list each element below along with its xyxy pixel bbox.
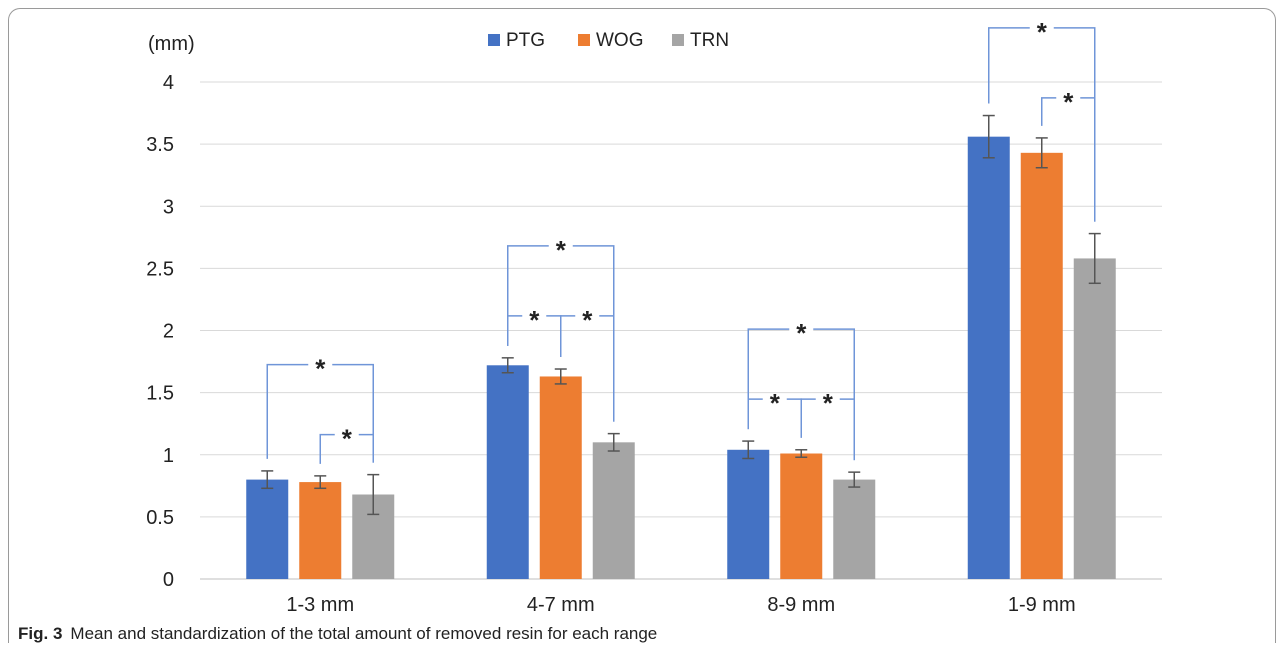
legend-label: TRN [690, 30, 729, 51]
y-tick-label: 4 [163, 72, 174, 94]
x-tick-label: 4-7 mm [527, 594, 595, 616]
bar [727, 449, 770, 579]
significance-marker: * [315, 354, 326, 384]
bracket-gap [1056, 94, 1081, 101]
figure-caption: Fig. 3 Mean and standardization of the to… [18, 624, 657, 644]
y-unit-label: (mm) [148, 33, 195, 55]
bracket-gap [815, 396, 840, 403]
x-tick-label: 8-9 mm [767, 594, 835, 616]
y-tick-label: 1.5 [146, 383, 174, 405]
bar [780, 453, 823, 579]
y-tick-label: 3 [163, 196, 174, 218]
figure-frame [8, 8, 1276, 643]
bar [967, 136, 1010, 580]
bar [246, 479, 289, 579]
legend-label: WOG [596, 30, 644, 51]
bar [1020, 152, 1063, 579]
bracket-gap [308, 361, 333, 368]
significance-marker: * [342, 424, 353, 454]
bar [486, 365, 529, 579]
bar [1073, 258, 1116, 579]
x-tick-label: 1-3 mm [286, 594, 354, 616]
x-tick-label: 1-9 mm [1008, 594, 1076, 616]
legend-swatch [488, 34, 500, 46]
significance-marker: * [796, 318, 807, 348]
bracket-gap [575, 312, 600, 319]
significance-marker: * [770, 388, 781, 418]
significance-bracket [747, 328, 855, 461]
significance-marker: * [556, 235, 567, 265]
bar [539, 376, 582, 579]
significance-marker: * [823, 388, 834, 418]
significance-marker: * [582, 305, 593, 335]
legend-swatch [672, 34, 684, 46]
bracket-gap [522, 312, 547, 319]
bracket-gap [334, 431, 359, 438]
y-tick-label: 0.5 [146, 507, 174, 529]
bracket-gap [762, 396, 787, 403]
significance-marker: * [529, 305, 540, 335]
legend-label: PTG [506, 30, 545, 51]
bracket-gap [1029, 24, 1054, 31]
y-tick-label: 0 [163, 569, 174, 591]
caption-label: Fig. 3 [18, 624, 63, 643]
bracket-gap [548, 242, 573, 249]
bar [299, 482, 342, 579]
y-tick-label: 2.5 [146, 258, 174, 280]
legend-swatch [578, 34, 590, 46]
significance-marker: * [1037, 17, 1048, 47]
significance-marker: * [1063, 87, 1074, 117]
bar [833, 479, 876, 579]
y-tick-label: 3.5 [146, 134, 174, 156]
bracket-gap [789, 326, 814, 333]
caption-text: Mean and standardization of the total am… [70, 624, 658, 643]
bar [592, 442, 635, 579]
y-tick-label: 2 [163, 321, 174, 343]
y-tick-label: 1 [163, 445, 174, 467]
